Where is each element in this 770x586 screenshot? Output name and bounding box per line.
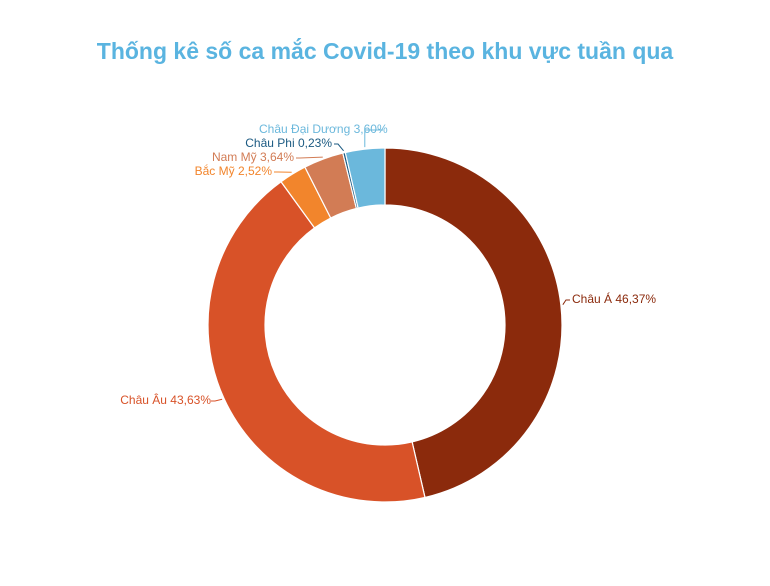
chart-title: Thống kê số ca mắc Covid-19 theo khu vực… xyxy=(96,38,674,64)
slice-leader-line xyxy=(296,156,323,159)
slice-label: Châu Âu 43,63% xyxy=(120,392,211,407)
slice-label: Bắc Mỹ 2,52% xyxy=(195,163,273,178)
slice-leader-line xyxy=(562,299,570,305)
slice-label: Châu Á 46,37% xyxy=(572,291,656,306)
donut-slice xyxy=(344,147,386,209)
slice-label: Châu Phi 0,23% xyxy=(245,136,332,150)
slice-label: Châu Đại Dương 3,60% xyxy=(259,122,388,136)
donut-slice xyxy=(207,180,426,503)
slice-label: Nam Mỹ 3,64% xyxy=(212,150,294,164)
slice-leader-line xyxy=(364,129,383,148)
slice-leader-line xyxy=(334,143,344,152)
donut-slice xyxy=(384,147,563,499)
slice-leader-line xyxy=(211,398,223,402)
